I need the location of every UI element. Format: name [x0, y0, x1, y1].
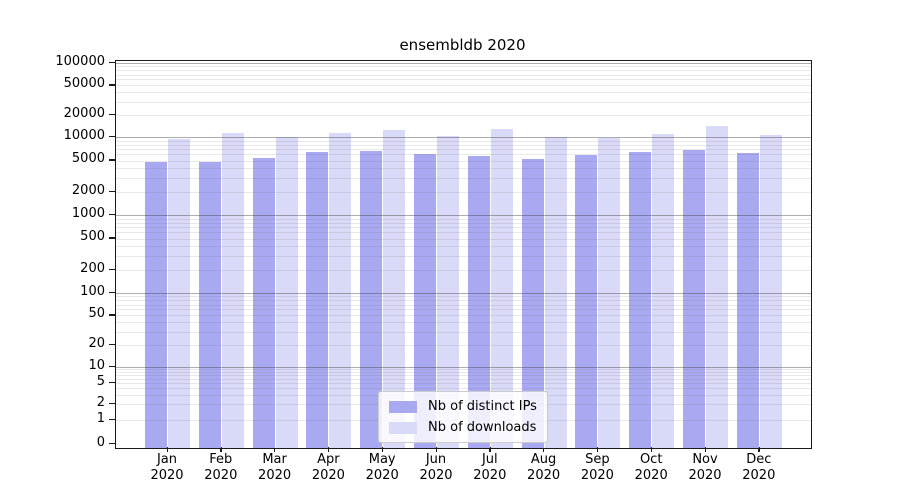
y-tick-mark [109, 136, 115, 138]
y-tick-mark [109, 159, 115, 161]
bar-downloads-mar-2020 [275, 136, 298, 448]
x-tick-label: Sep 2020 [580, 452, 614, 483]
plot-area: Nb of distinct IPs Nb of downloads [115, 60, 812, 449]
y-tick-mark [109, 419, 115, 421]
x-tick-label: Mar 2020 [258, 452, 292, 483]
y-tick-label: 100000 [55, 54, 105, 69]
x-tick-label: Aug 2020 [527, 452, 561, 483]
y-tick-label: 2000 [71, 182, 105, 198]
y-tick-mark [109, 343, 115, 346]
bar-downloads-jun-2020 [437, 136, 459, 448]
legend: Nb of distinct IPs Nb of downloads [378, 391, 548, 443]
x-tick-label: Jun 2020 [419, 452, 453, 483]
y-tick-label: 10000 [63, 128, 105, 143]
y-tick-mark [109, 366, 115, 368]
bar-downloads-feb-2020 [221, 132, 244, 448]
bar-ips-may-2020 [360, 151, 383, 448]
bar-ips-apr-2020 [306, 152, 329, 448]
bar-ips-nov-2020 [683, 149, 705, 448]
x-tick-mark [327, 447, 330, 452]
x-tick-mark [435, 447, 437, 452]
y-tick-label: 20 [88, 335, 105, 351]
y-tick-label: 5000 [71, 151, 105, 167]
y-tick-mark [109, 292, 115, 294]
bar-ips-mar-2020 [252, 157, 275, 448]
y-tick-label: 1000 [71, 206, 105, 221]
y-tick-mark [109, 268, 115, 270]
x-tick-label: Jan 2020 [150, 452, 184, 483]
y-tick-mark [109, 113, 115, 116]
x-tick-label: Jul 2020 [473, 452, 507, 483]
bars-layer [116, 61, 811, 448]
x-tick-label: Oct 2020 [634, 452, 668, 483]
bar-downloads-may-2020 [383, 130, 406, 448]
x-tick-label: Nov 2020 [688, 452, 722, 483]
y-tick-label: 10 [88, 358, 105, 373]
y-tick-mark [109, 403, 115, 405]
y-tick-label: 20000 [63, 105, 105, 121]
y-tick-label: 200 [80, 260, 105, 276]
bar-downloads-dec-2020 [759, 134, 782, 448]
y-tick-label: 500 [80, 229, 105, 245]
legend-swatch-distinct-ips [389, 400, 417, 413]
bar-downloads-nov-2020 [706, 125, 728, 448]
x-tick-mark [704, 447, 706, 452]
y-tick-mark [109, 214, 115, 216]
y-tick-mark [109, 314, 115, 316]
bar-ips-aug-2020 [521, 158, 544, 448]
legend-label-distinct-ips: Nb of distinct IPs [428, 399, 537, 414]
y-tick-label: 0 [96, 435, 105, 450]
y-tick-mark [109, 190, 115, 192]
x-tick-label: Apr 2020 [311, 452, 345, 483]
x-tick-mark [220, 447, 222, 452]
y-tick-mark [109, 237, 115, 239]
y-tick-mark [109, 84, 115, 86]
bar-ips-jun-2020 [414, 154, 436, 448]
bar-ips-jan-2020 [145, 161, 167, 448]
y-tick-mark [109, 62, 115, 64]
bar-ips-feb-2020 [198, 161, 221, 448]
x-tick-mark [381, 447, 383, 452]
bar-downloads-aug-2020 [544, 137, 567, 448]
x-tick-label: Feb 2020 [204, 452, 238, 483]
chart-title: ensembldb 2020 [399, 36, 526, 54]
y-tick-label: 2 [96, 395, 105, 411]
y-tick-label: 1 [96, 411, 105, 426]
y-tick-mark [109, 381, 115, 384]
y-tick-label: 50 [88, 306, 105, 322]
legend-swatch-downloads [389, 421, 417, 434]
bar-ips-dec-2020 [736, 152, 759, 448]
legend-item-distinct-ips: Nb of distinct IPs [389, 399, 537, 414]
bar-ips-jul-2020 [467, 156, 490, 448]
y-tick-mark [109, 443, 115, 445]
x-tick-mark [489, 447, 491, 452]
x-tick-mark [596, 447, 599, 452]
y-tick-label: 50000 [63, 76, 105, 92]
x-tick-mark [650, 447, 652, 452]
bar-downloads-jul-2020 [490, 129, 513, 448]
bar-downloads-apr-2020 [329, 132, 352, 448]
x-tick-mark [758, 447, 760, 452]
bar-downloads-oct-2020 [652, 134, 675, 448]
bar-ips-oct-2020 [629, 151, 652, 448]
x-tick-mark [274, 447, 276, 452]
bar-downloads-sep-2020 [598, 138, 621, 448]
bar-ips-sep-2020 [575, 154, 598, 448]
legend-label-downloads: Nb of downloads [428, 420, 537, 435]
y-tick-label: 5 [96, 373, 105, 389]
x-tick-mark [543, 447, 545, 452]
x-tick-label: May 2020 [365, 452, 399, 483]
x-tick-label: Dec 2020 [742, 452, 776, 483]
x-tick-mark [166, 447, 168, 452]
bar-downloads-jan-2020 [168, 138, 190, 448]
y-tick-label: 100 [80, 284, 105, 299]
legend-item-downloads: Nb of downloads [389, 420, 537, 435]
